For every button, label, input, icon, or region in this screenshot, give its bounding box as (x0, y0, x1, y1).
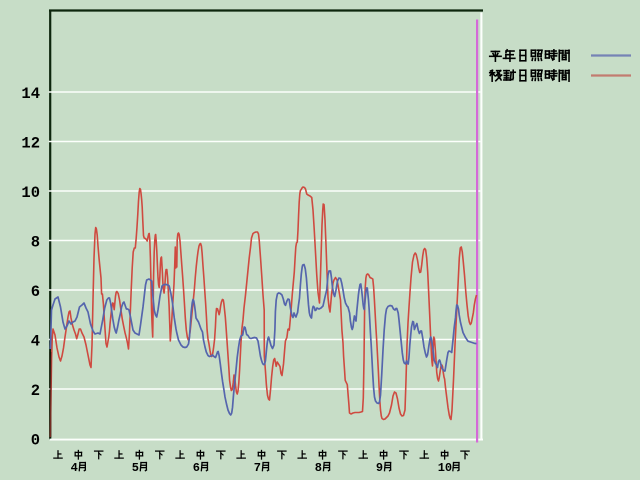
svg-text:12: 12 (21, 134, 40, 152)
svg-text:0: 0 (31, 431, 40, 449)
svg-text:8: 8 (315, 461, 322, 475)
svg-text:8: 8 (31, 233, 40, 251)
svg-text:10: 10 (21, 184, 40, 202)
svg-text:14: 14 (21, 85, 40, 103)
svg-text:10: 10 (438, 461, 452, 475)
svg-text:6: 6 (193, 461, 200, 475)
svg-text:7: 7 (254, 461, 261, 475)
svg-text:2: 2 (31, 382, 40, 400)
svg-text:6: 6 (31, 283, 40, 301)
svg-text:5: 5 (132, 461, 139, 475)
svg-text:9: 9 (376, 461, 383, 475)
svg-text:4: 4 (31, 332, 40, 350)
svg-text:4: 4 (71, 461, 78, 475)
